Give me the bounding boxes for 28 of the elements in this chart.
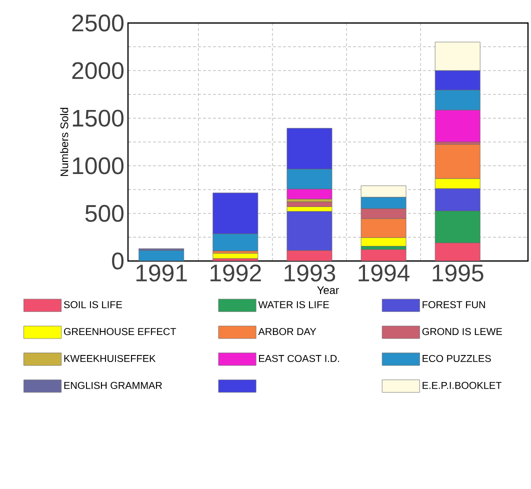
- x-axis-title: Year: [317, 286, 339, 294]
- y-tick-label: 2500: [72, 14, 124, 32]
- legend-label: E.E.P.I.BOOKLET: [422, 382, 502, 389]
- bar: [361, 250, 406, 261]
- y-tick-label: 0: [112, 252, 124, 270]
- bar: [434, 242, 480, 261]
- x-tick-label: 1991: [136, 264, 187, 282]
- bar: [138, 250, 184, 261]
- y-tick-label: 1500: [72, 110, 124, 127]
- x-tick-label: 1992: [210, 264, 261, 282]
- legend-label: SOIL IS LIFE: [64, 301, 122, 308]
- x-tick-label: 1994: [358, 264, 410, 282]
- legend-label: WATER IS LIFE: [258, 301, 329, 308]
- legend-label: ENGLISH GRAMMAR: [64, 382, 162, 389]
- legend-label: EAST COAST I.D.: [259, 354, 340, 362]
- y-tick-label: 2000: [72, 62, 124, 80]
- x-tick-label: 1993: [284, 264, 336, 282]
- x-tick-label: 1995: [432, 264, 484, 282]
- legend-label: ECO PUZZLES: [422, 354, 491, 362]
- y-axis-title: Numbers Sold: [60, 108, 68, 176]
- y-tick-label: 500: [85, 204, 124, 222]
- legend-label: KWEEKHUISEFFEK: [64, 354, 156, 362]
- legend-label: GROND IS LEWE: [422, 328, 502, 336]
- y-tick-label: 1000: [72, 157, 124, 174]
- legend-label: ARBOR DAY: [258, 328, 316, 336]
- legend-label: GREENHOUSE EFFECT: [64, 328, 176, 336]
- legend-label: FOREST FUN: [422, 301, 485, 308]
- bar: [286, 202, 332, 207]
